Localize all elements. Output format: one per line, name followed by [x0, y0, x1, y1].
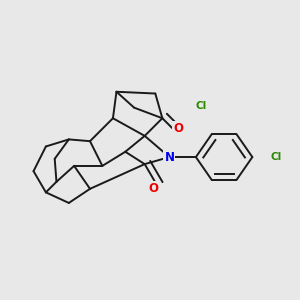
Text: O: O: [173, 122, 183, 135]
Text: Cl: Cl: [270, 152, 282, 162]
Text: N: N: [164, 151, 174, 164]
Text: O: O: [148, 182, 158, 195]
Text: Cl: Cl: [196, 101, 207, 111]
